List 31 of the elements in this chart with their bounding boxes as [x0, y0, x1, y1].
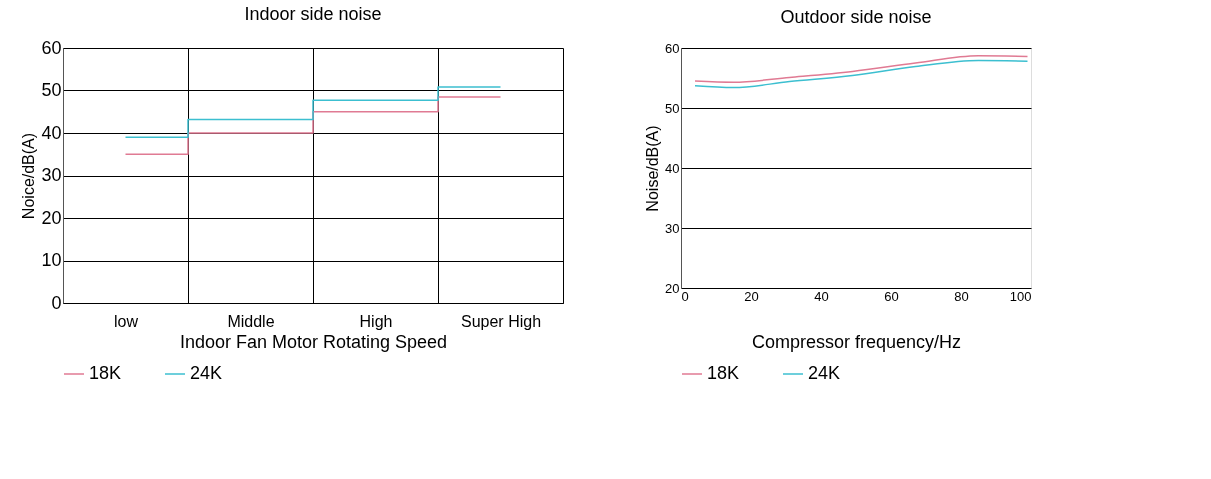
x-tick-label: Super High — [460, 312, 542, 330]
chart-title: Outdoor side noise — [780, 7, 932, 27]
y-tick-label: 50 — [41, 80, 62, 100]
x-axis-title: Compressor frequency/Hz — [751, 331, 962, 352]
y-tick-label: 10 — [41, 250, 62, 270]
y-tick-label: 30 — [665, 220, 680, 236]
y-tick-label: 40 — [41, 122, 62, 143]
x-tick-label: 100 — [1009, 288, 1032, 304]
x-tick-label: Middle — [227, 312, 275, 330]
line-series — [694, 59, 1029, 89]
x-axis-title: Indoor Fan Motor Rotating Speed — [179, 331, 448, 352]
y-tick-label: 20 — [41, 207, 62, 228]
y-axis-title: Noise/dB(A) — [644, 125, 662, 212]
legend-label: 18K — [89, 363, 122, 383]
legend-label: 18K — [707, 363, 740, 383]
legend-label: 24K — [808, 363, 841, 383]
x-tick-label: low — [113, 312, 139, 330]
y-tick-label: 60 — [41, 37, 62, 58]
x-tick-label: 40 — [814, 288, 829, 304]
x-tick-label: 20 — [744, 288, 759, 304]
chart-title: Indoor side noise — [244, 4, 382, 24]
y-tick-label: 30 — [41, 165, 62, 185]
y-tick-label: 60 — [665, 40, 680, 56]
x-tick-label: 60 — [884, 288, 899, 304]
x-tick-label: 80 — [954, 288, 969, 304]
y-axis-title: Noice/dB(A) — [20, 132, 38, 220]
y-tick-label: 50 — [665, 100, 680, 116]
legend-label: 24K — [190, 363, 223, 383]
x-tick-label: High — [359, 312, 393, 330]
y-tick-label: 40 — [665, 160, 680, 176]
line-series — [694, 55, 1029, 83]
